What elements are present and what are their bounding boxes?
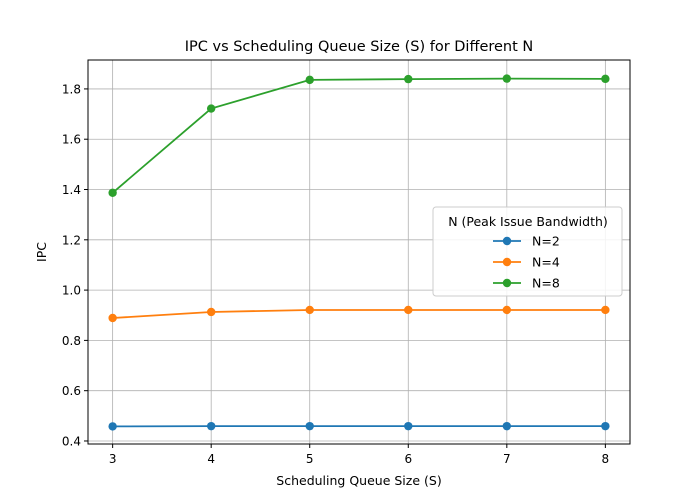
data-point bbox=[207, 104, 215, 112]
legend-label: N=2 bbox=[532, 234, 560, 249]
data-point bbox=[503, 306, 511, 314]
y-tick-label: 0.6 bbox=[62, 384, 81, 398]
y-tick-label: 1.2 bbox=[62, 233, 81, 247]
x-axis-label: Scheduling Queue Size (S) bbox=[276, 473, 441, 488]
legend-title: N (Peak Issue Bandwidth) bbox=[448, 214, 608, 229]
data-point bbox=[404, 75, 412, 83]
y-tick-label: 0.4 bbox=[62, 434, 81, 448]
data-point bbox=[207, 422, 215, 430]
y-tick-label: 1.6 bbox=[62, 133, 81, 147]
data-point bbox=[306, 76, 314, 84]
y-tick-label: 1.0 bbox=[62, 284, 81, 298]
legend-marker bbox=[503, 258, 511, 266]
x-tick-label: 4 bbox=[207, 452, 215, 466]
data-point bbox=[108, 314, 116, 322]
data-point bbox=[601, 75, 609, 83]
y-tick-label: 1.8 bbox=[62, 82, 81, 96]
x-tick-label: 7 bbox=[503, 452, 511, 466]
data-point bbox=[503, 74, 511, 82]
data-point bbox=[306, 306, 314, 314]
data-point bbox=[207, 308, 215, 316]
legend-label: N=4 bbox=[532, 255, 560, 270]
y-tick-label: 1.4 bbox=[62, 183, 81, 197]
data-point bbox=[306, 422, 314, 430]
data-point bbox=[404, 422, 412, 430]
data-point bbox=[108, 422, 116, 430]
data-point bbox=[503, 422, 511, 430]
x-tick-label: 8 bbox=[602, 452, 610, 466]
data-point bbox=[601, 422, 609, 430]
data-point bbox=[404, 306, 412, 314]
legend: N (Peak Issue Bandwidth) N=2 N=4 N=8 bbox=[433, 207, 622, 296]
y-tick-label: 0.8 bbox=[62, 334, 81, 348]
legend-marker bbox=[503, 279, 511, 287]
legend-label: N=8 bbox=[532, 276, 560, 291]
y-axis-label: IPC bbox=[34, 242, 49, 262]
data-point bbox=[108, 189, 116, 197]
x-tick-label: 3 bbox=[109, 452, 117, 466]
x-tick-label: 5 bbox=[306, 452, 314, 466]
chart-title: IPC vs Scheduling Queue Size (S) for Dif… bbox=[185, 39, 534, 55]
data-point bbox=[601, 306, 609, 314]
legend-marker bbox=[503, 237, 511, 245]
x-tick-label: 6 bbox=[404, 452, 412, 466]
